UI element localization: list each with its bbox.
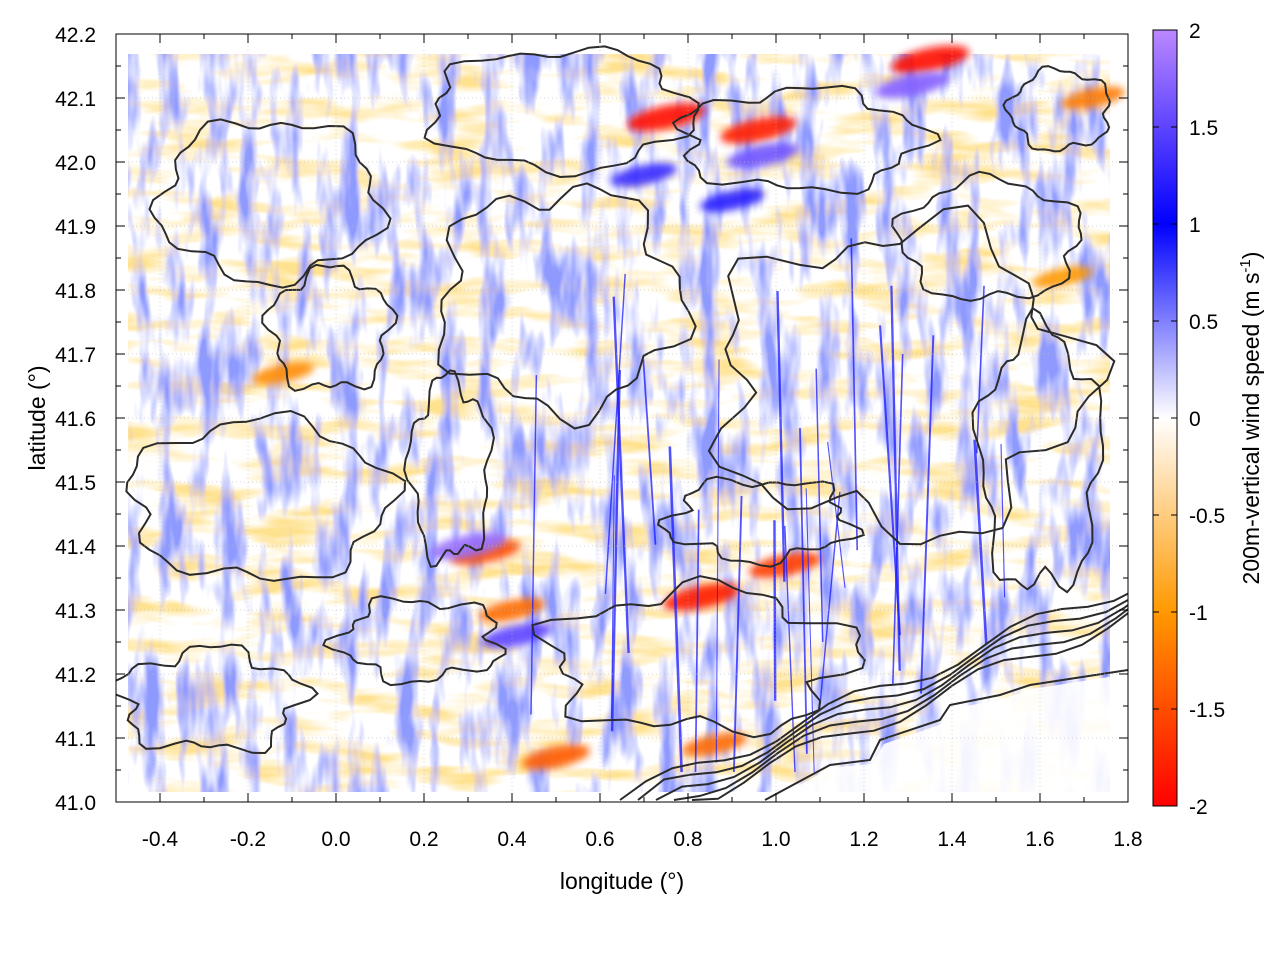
wind-hotspot — [681, 732, 748, 757]
contour-line — [148, 118, 392, 289]
wind-hotspot — [252, 361, 315, 385]
wind-streak — [773, 520, 777, 701]
wind-streak — [642, 359, 657, 545]
x-tick-label: 1.2 — [849, 828, 878, 851]
colorbar-tick-label: 2 — [1189, 20, 1201, 43]
x-tick-label: -0.2 — [230, 828, 266, 851]
wind-streak — [827, 441, 846, 588]
colorbar-label-end: ) — [1238, 252, 1264, 260]
terrain-contours — [116, 45, 1128, 801]
contour-line — [891, 170, 1083, 302]
colorbar-tick-label: 1.5 — [1189, 117, 1218, 140]
wind-hotspot — [700, 188, 764, 212]
y-axis-label: latitude (°) — [24, 365, 50, 470]
colorbar-tick-label: -0.5 — [1189, 505, 1225, 528]
wind-streak — [530, 375, 538, 715]
y-tick-label: 41.0 — [55, 792, 96, 815]
x-axis: -0.4 -0.2 0.0 0.2 0.4 0.6 0.8 1.0 1.2 1.4 1.6 1.8 — [142, 34, 1143, 851]
y-tick-label: 41.9 — [55, 216, 96, 239]
contour-line — [656, 475, 866, 568]
contour-line — [619, 592, 1128, 801]
wind-hotspot — [891, 45, 969, 74]
contour-line — [261, 263, 399, 392]
y-tick-label: 42.0 — [55, 152, 96, 175]
wind-streak — [612, 296, 630, 654]
wind-streak — [1000, 444, 1006, 598]
colorbar-tick-label: 1 — [1189, 214, 1201, 237]
wind-hotspot — [627, 103, 705, 132]
wind-streak — [610, 369, 621, 732]
contour-line — [437, 182, 697, 430]
contour-line — [116, 643, 319, 755]
colorbar-tick-label: 0.5 — [1189, 311, 1218, 334]
y-tick-label: 41.4 — [55, 536, 96, 559]
contour-line — [673, 607, 1128, 801]
x-tick-label: 1.8 — [1113, 828, 1142, 851]
contour-line — [403, 369, 495, 568]
wind-streak — [819, 491, 841, 705]
x-tick-label: 0.6 — [585, 828, 614, 851]
wind-streak — [890, 285, 901, 671]
colorbar-tick-label: -1 — [1189, 602, 1208, 625]
wind-streak — [732, 496, 743, 773]
y-tick-label: 42.1 — [55, 88, 96, 111]
contour-line — [322, 595, 507, 687]
wind-hotspot — [611, 162, 677, 187]
wind-streak — [694, 509, 700, 773]
y-tick-label: 41.6 — [55, 408, 96, 431]
x-tick-label: 1.4 — [937, 828, 967, 851]
wind-streak — [668, 446, 683, 773]
wind-hotspot — [522, 744, 590, 770]
x-axis-label: longitude (°) — [560, 868, 684, 894]
y-axis: 41.0 41.1 41.2 41.3 41.4 41.5 41.6 41.7 41.8 41.9… — [55, 24, 1128, 815]
y-tick-label: 41.3 — [55, 600, 96, 623]
contour-line — [655, 603, 1128, 801]
colorbar-tick-label: -2 — [1189, 796, 1208, 819]
contour-line — [671, 84, 942, 195]
wind-hotspot — [875, 71, 950, 99]
y-tick-label: 42.2 — [55, 24, 96, 47]
wind-streak — [920, 335, 935, 694]
colorbar-label: 200m-vertical wind speed (m s-1) — [1237, 252, 1264, 585]
x-tick-label: 0.0 — [321, 828, 350, 851]
plot-area — [115, 33, 1129, 803]
colorbar: 2 1.5 1 0.5 0 -0.5 -1 -1.5 -2 — [1152, 20, 1225, 819]
y-tick-label: 41.7 — [55, 344, 96, 367]
x-tick-label: 1.0 — [761, 828, 790, 851]
x-tick-label: 1.6 — [1025, 828, 1054, 851]
wind-streak — [799, 428, 808, 754]
x-tick-label: 0.4 — [497, 828, 527, 851]
wind-streak — [784, 525, 796, 773]
contour-line — [637, 598, 1128, 801]
y-tick-label: 41.5 — [55, 472, 96, 495]
wind-streak — [776, 291, 786, 582]
wind-streak — [611, 475, 615, 719]
y-tick-label: 41.8 — [55, 280, 96, 303]
y-tick-label: 41.2 — [55, 664, 96, 687]
x-tick-label: 0.8 — [673, 828, 702, 851]
coastline — [764, 669, 1128, 801]
y-tick-label: 41.1 — [55, 728, 96, 751]
wind-streak — [715, 359, 720, 763]
colorbar-tick-label: 0 — [1189, 408, 1201, 431]
colorbar-label-sup: -1 — [1237, 259, 1254, 272]
wind-hotspot — [720, 116, 797, 144]
wind-streak — [892, 353, 904, 684]
wind-streak — [604, 273, 626, 594]
wind-hotspot — [1032, 266, 1092, 289]
contour-line — [691, 611, 1128, 801]
contour-line — [125, 409, 407, 582]
contour-line — [1002, 65, 1111, 153]
wind-hotspot — [663, 583, 740, 611]
x-tick-label: 0.2 — [409, 828, 438, 851]
contour-line — [707, 204, 1116, 546]
contour-line — [423, 45, 700, 179]
x-tick-label: -0.4 — [142, 828, 179, 851]
wind-streak — [975, 285, 985, 454]
colorbar-label-main: 200m-vertical wind speed (m s — [1238, 273, 1264, 585]
colorbar-tick-label: -1.5 — [1189, 699, 1225, 722]
